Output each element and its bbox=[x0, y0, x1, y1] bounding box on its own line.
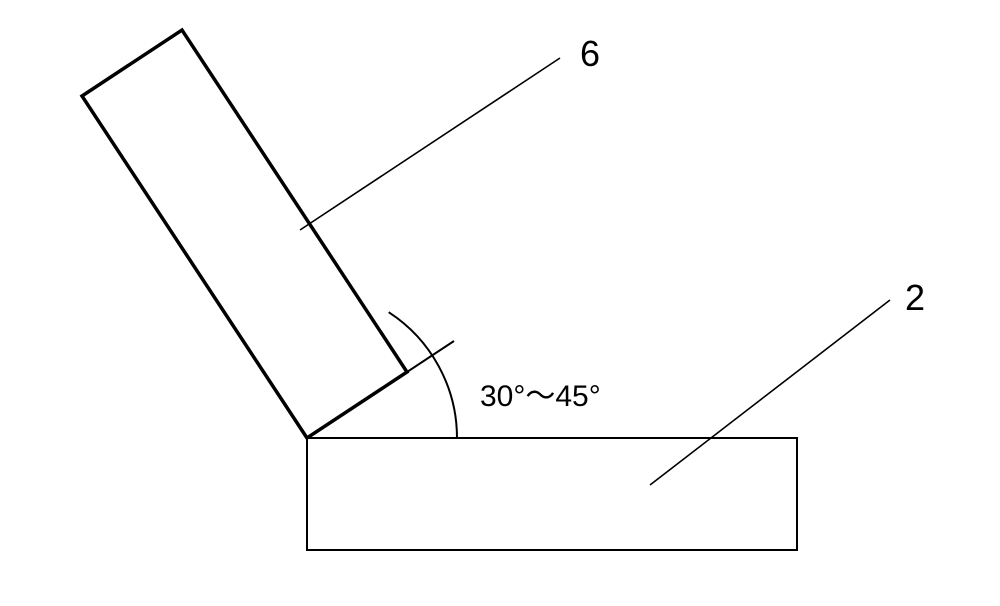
callout-label-2: 2 bbox=[905, 277, 925, 318]
leader-line-2 bbox=[650, 300, 890, 485]
callout-label-6: 6 bbox=[580, 33, 600, 74]
technical-diagram: 6 2 30°～45° bbox=[0, 0, 1000, 606]
angle-arc bbox=[389, 312, 457, 438]
horizontal-block bbox=[307, 438, 797, 550]
angle-label: 30°～45° bbox=[480, 380, 601, 413]
leader-line-6 bbox=[300, 58, 560, 230]
angled-block bbox=[82, 30, 407, 438]
